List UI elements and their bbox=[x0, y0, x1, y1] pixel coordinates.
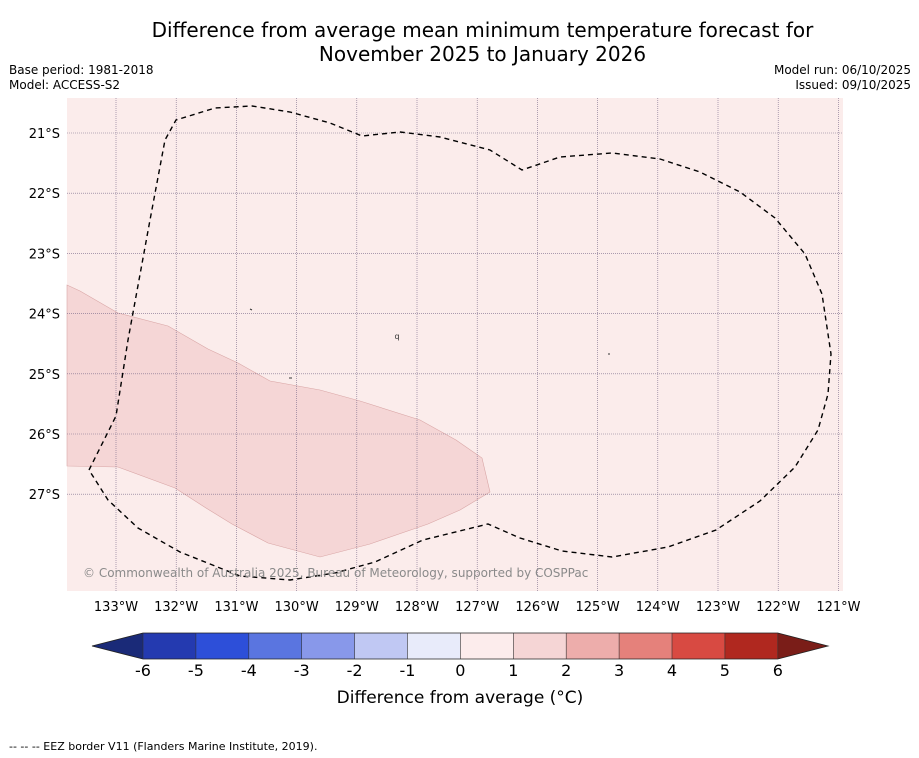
model-run: Model run: 06/10/2025 bbox=[773, 63, 911, 77]
latitude-labels: 21°S 22°S 23°S 24°S 25°S 26°S 27°S bbox=[29, 127, 60, 503]
copyright-text: © Commonwealth of Australia 2025, Bureau… bbox=[83, 566, 588, 580]
warm-anomaly-region bbox=[66, 284, 491, 558]
colorbar-segment bbox=[619, 633, 673, 659]
colorbar-segment bbox=[354, 633, 408, 659]
colorbar-segment bbox=[513, 633, 567, 659]
longitude-label: 132°W bbox=[154, 600, 198, 615]
latitude-label: 25°S bbox=[29, 368, 60, 383]
colorbar-tick-label: 2 bbox=[561, 661, 571, 680]
colorbar-tick-label: -1 bbox=[400, 661, 416, 680]
longitude-label: 125°W bbox=[576, 600, 620, 615]
colorbar-over-arrow bbox=[777, 633, 828, 659]
colorbar-tick-label: -4 bbox=[241, 661, 257, 680]
longitude-label: 126°W bbox=[515, 600, 559, 615]
longitude-label: 133°W bbox=[94, 600, 138, 615]
island-marker bbox=[249, 308, 253, 311]
islands: q bbox=[249, 308, 610, 379]
colorbar: -6 -5 -4 -3 -2 -1 0 1 2 3 4 5 6 bbox=[91, 632, 830, 680]
latitude-label: 22°S bbox=[29, 187, 60, 202]
longitude-label: 128°W bbox=[395, 600, 439, 615]
eez-footnote: -- -- -- EEZ border V11 (Flanders Marine… bbox=[9, 740, 318, 753]
longitude-label: 121°W bbox=[816, 600, 860, 615]
colorbar-tick-label: -3 bbox=[294, 661, 310, 680]
colorbar-label: Difference from average (°C) bbox=[336, 688, 584, 708]
colorbar-segment bbox=[195, 633, 250, 659]
island-label: q bbox=[394, 332, 399, 341]
colorbar-tick-label: -6 bbox=[135, 661, 151, 680]
colorbar-tick-label: 6 bbox=[773, 661, 783, 680]
meta-left: Base period: 1981-2018 Model: ACCESS-S2 bbox=[9, 63, 154, 93]
issued-date: Issued: 09/10/2025 bbox=[795, 78, 911, 92]
latitude-label: 26°S bbox=[29, 428, 60, 443]
latitude-label: 27°S bbox=[29, 488, 60, 503]
colorbar-tick-label: 0 bbox=[455, 661, 465, 680]
longitude-label: 129°W bbox=[335, 600, 379, 615]
colorbar-segment bbox=[460, 633, 514, 659]
colorbar-under-arrow bbox=[92, 633, 143, 659]
colorbar-tick-label: 1 bbox=[508, 661, 518, 680]
colorbar-tick-label: -5 bbox=[188, 661, 204, 680]
longitude-labels: 133°W 132°W 131°W 130°W 129°W 128°W 127°W 126°W… bbox=[94, 600, 861, 615]
latitude-label: 21°S bbox=[29, 127, 60, 142]
eez-border bbox=[88, 105, 832, 581]
colorbar-segment bbox=[301, 633, 355, 659]
longitude-label: 130°W bbox=[275, 600, 319, 615]
longitude-label: 122°W bbox=[756, 600, 800, 615]
title-line-1: Difference from average mean minimum tem… bbox=[151, 18, 814, 42]
longitude-label: 127°W bbox=[455, 600, 499, 615]
colorbar-tick-label: 3 bbox=[614, 661, 624, 680]
colorbar-segment bbox=[143, 633, 197, 659]
latitude-label: 23°S bbox=[29, 247, 60, 262]
title-line-2: November 2025 to January 2026 bbox=[318, 42, 647, 66]
chart-title: Difference from average mean minimum tem… bbox=[0, 18, 919, 66]
map-panel: q © Commonwealth of Australia 2025, Bure… bbox=[66, 98, 843, 591]
colorbar-segment bbox=[672, 633, 726, 659]
graticule bbox=[67, 98, 843, 591]
longitude-label: 123°W bbox=[696, 600, 740, 615]
colorbar-segment bbox=[407, 633, 461, 659]
colorbar-segment bbox=[248, 633, 302, 659]
longitude-label: 124°W bbox=[636, 600, 680, 615]
latitude-label: 24°S bbox=[29, 308, 60, 323]
colorbar-segment bbox=[566, 633, 620, 659]
base-period: Base period: 1981-2018 bbox=[9, 63, 154, 77]
longitude-label: 131°W bbox=[214, 600, 258, 615]
colorbar-tick-label: 5 bbox=[720, 661, 730, 680]
meta-right: Model run: 06/10/2025 Issued: 09/10/2025 bbox=[774, 63, 911, 93]
colorbar-segment bbox=[724, 633, 779, 659]
colorbar-tick-label: -2 bbox=[347, 661, 363, 680]
colorbar-tick-label: 4 bbox=[667, 661, 677, 680]
model-name: Model: ACCESS-S2 bbox=[9, 78, 121, 92]
